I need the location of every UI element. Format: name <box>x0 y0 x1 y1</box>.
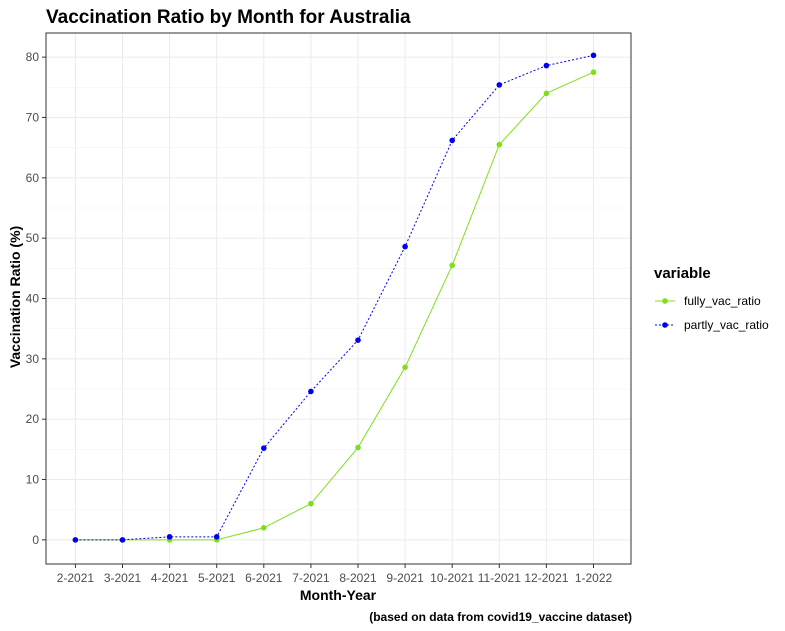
legend-key-point <box>662 298 668 304</box>
x-tick-label: 10-2021 <box>430 571 474 585</box>
data-point-fully_vac_ratio <box>261 524 267 531</box>
x-tick-label: 12-2021 <box>524 571 568 585</box>
y-tick-label: 80 <box>26 50 40 64</box>
plot-area: 0 10 20 30 40 50 60 70 80 2-2021 3-2021 4-2021 5-202… <box>26 32 632 585</box>
y-tick-label: 20 <box>26 412 40 426</box>
x-tick-label: 11-2021 <box>478 571 521 585</box>
legend-items: fully_vac_ratio partly_vac_ratio <box>655 294 769 332</box>
y-tick-label: 50 <box>26 231 40 245</box>
data-point-partly_vac_ratio <box>449 137 456 144</box>
data-point-partly_vac_ratio <box>590 52 597 59</box>
series-line-fully_vac_ratio <box>75 71 594 541</box>
y-tick-label: 10 <box>26 473 40 487</box>
data-point-fully_vac_ratio <box>496 141 503 148</box>
x-tick-label: 4-2021 <box>151 571 189 585</box>
legend-label: fully_vac_ratio <box>684 294 761 308</box>
x-tick-label: 5-2021 <box>198 571 236 585</box>
data-point-partly_vac_ratio <box>543 62 550 69</box>
y-tick-label: 0 <box>32 533 39 547</box>
y-tick-label: 60 <box>26 171 40 185</box>
data-point-fully_vac_ratio <box>355 444 361 451</box>
data-point-partly_vac_ratio <box>261 445 267 451</box>
data-point-partly_vac_ratio <box>72 537 79 543</box>
x-tick-label: 8-2021 <box>339 571 377 585</box>
data-point-fully_vac_ratio <box>543 90 550 97</box>
data-point-partly_vac_ratio <box>166 534 173 540</box>
y-tick-label: 30 <box>26 352 40 366</box>
y-axis-title: Vaccination Ratio (%) <box>7 226 23 368</box>
data-point-fully_vac_ratio <box>402 364 408 371</box>
x-tick-label: 1-2022 <box>575 571 613 585</box>
legend-title: variable <box>654 265 711 282</box>
legend: variable fully_vac_ratio partly_vac_ratio <box>654 265 769 332</box>
x-tick-label: 6-2021 <box>245 571 283 585</box>
x-tick-label: 7-2021 <box>292 571 330 585</box>
data-point-partly_vac_ratio <box>355 337 361 343</box>
x-tick-label: 2-2021 <box>57 571 95 585</box>
y-tick-label: 40 <box>26 292 40 306</box>
legend-label: partly_vac_ratio <box>684 318 769 332</box>
data-point-partly_vac_ratio <box>402 243 408 250</box>
chart-caption: (based on data from covid19_vaccine data… <box>369 610 632 624</box>
x-tick-label: 9-2021 <box>386 571 424 585</box>
data-point-partly_vac_ratio <box>213 534 220 540</box>
data-point-fully_vac_ratio <box>308 500 314 507</box>
data-point-partly_vac_ratio <box>496 82 503 88</box>
data-point-fully_vac_ratio <box>590 69 597 76</box>
data-point-fully_vac_ratio <box>449 262 456 269</box>
x-axis-title: Month-Year <box>300 587 377 603</box>
legend-key-point <box>662 322 668 328</box>
y-tick-label: 70 <box>26 110 40 124</box>
data-point-partly_vac_ratio <box>308 388 314 395</box>
x-tick-label: 3-2021 <box>104 571 142 585</box>
data-point-partly_vac_ratio <box>119 537 126 543</box>
chart-title: Vaccination Ratio by Month for Australia <box>46 7 411 28</box>
